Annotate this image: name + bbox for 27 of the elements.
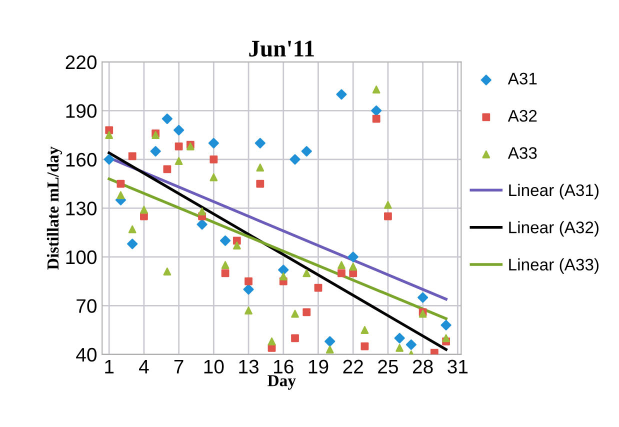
y-tick-label: 100 <box>66 250 97 264</box>
legend-label: A31 <box>508 72 537 85</box>
legend-label: Linear (A33) <box>509 258 599 274</box>
y-tick-label: 220 <box>66 55 97 70</box>
x-tick-label: 31 <box>448 360 468 374</box>
y-axis-title: Distillate mL/day <box>46 146 62 270</box>
x-tick-label: 1 <box>105 360 114 374</box>
x-tick-label: 19 <box>308 360 328 374</box>
legend-label: A33 <box>508 147 537 159</box>
x-tick-label: 22 <box>343 360 363 374</box>
x-tick-label: 13 <box>239 360 258 374</box>
x-tick-label: 25 <box>378 360 398 374</box>
legend-label: A32 <box>508 110 537 122</box>
chart-title: Jun'11 <box>249 40 314 57</box>
x-tick-label: 28 <box>412 360 433 374</box>
y-tick-label: 190 <box>66 104 97 118</box>
x-tick-label: 4 <box>139 360 149 374</box>
legend-label: Linear (A32) <box>509 221 599 237</box>
y-tick-label: 40 <box>76 348 97 362</box>
y-tick-label: 130 <box>66 202 97 216</box>
x-axis-title: Day <box>268 375 296 390</box>
legend-label: Linear (A31) <box>509 184 599 200</box>
x-tick-label: 10 <box>204 360 224 374</box>
x-tick-label: 7 <box>174 360 184 374</box>
y-tick-label: 160 <box>66 152 97 167</box>
y-tick-label: 70 <box>76 299 97 313</box>
x-tick-label: 16 <box>274 360 294 374</box>
